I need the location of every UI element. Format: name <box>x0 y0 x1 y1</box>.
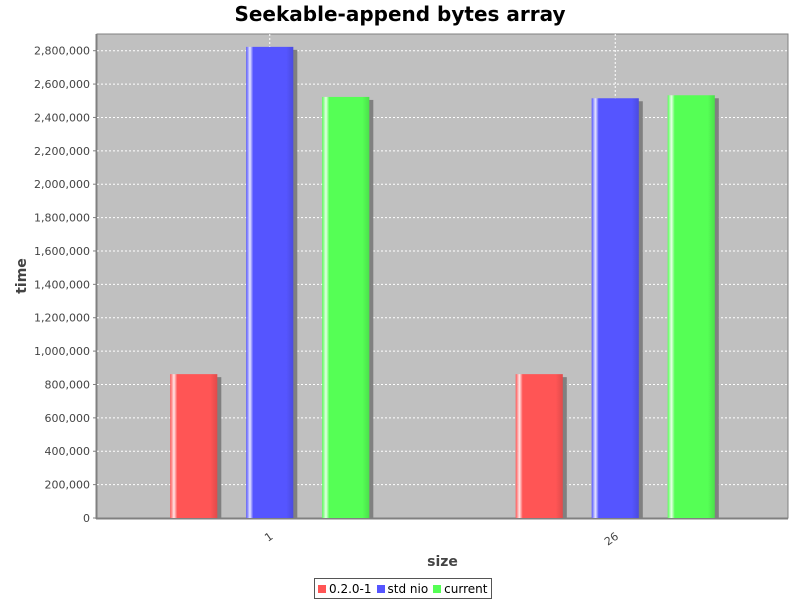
y-tick-label: 2,600,000 <box>34 78 90 91</box>
y-tick-label: 1,800,000 <box>34 212 90 225</box>
y-tick-label: 1,400,000 <box>34 278 90 291</box>
y-tick-label: 1,600,000 <box>34 245 90 258</box>
x-tick-label: 1 <box>262 530 275 545</box>
bar-std-nio-26 <box>591 98 639 518</box>
legend-swatch <box>376 584 385 593</box>
y-tick-label: 2,400,000 <box>34 111 90 124</box>
axes: 0 200,000 400,000 600,000 800,000 1,000,000 1,… <box>34 34 788 548</box>
x-axis-label: size <box>427 554 458 570</box>
legend-item: std nio <box>376 581 429 596</box>
y-tick-label: 1,000,000 <box>34 345 90 358</box>
legend-item: current <box>433 582 487 596</box>
bar-std-nio-1 <box>246 46 294 518</box>
bar-0-2-0-1-1 <box>170 374 218 518</box>
y-tick-label: 0 <box>83 512 90 525</box>
y-tick-label: 800,000 <box>45 378 91 391</box>
legend-item: 0.2.0-1 <box>318 582 372 596</box>
bar-0-2-0-1-26 <box>515 374 563 518</box>
y-tick-label: 2,800,000 <box>34 45 90 58</box>
bar-current-1 <box>322 96 370 519</box>
y-tick-label: 200,000 <box>45 479 91 492</box>
legend-label: 0.2.0-1 <box>329 581 372 596</box>
y-axis-label: time <box>14 258 30 294</box>
legend-label: std nio <box>387 581 429 596</box>
legend-swatch <box>433 584 442 593</box>
legend: 0.2.0-1 std nio current <box>314 578 493 599</box>
x-tick-label: 26 <box>602 530 621 549</box>
y-tick-label: 400,000 <box>45 445 91 458</box>
legend-swatch <box>318 584 326 593</box>
legend-label: current <box>444 581 488 596</box>
chart-title: Seekable-append bytes array <box>234 2 566 26</box>
y-tick-label: 2,200,000 <box>34 145 90 158</box>
y-tick-label: 1,200,000 <box>34 312 90 325</box>
bars <box>170 46 719 519</box>
y-tick-label: 2,000,000 <box>34 178 90 191</box>
y-tick-label: 600,000 <box>45 412 91 425</box>
bar-current-26 <box>667 95 715 518</box>
